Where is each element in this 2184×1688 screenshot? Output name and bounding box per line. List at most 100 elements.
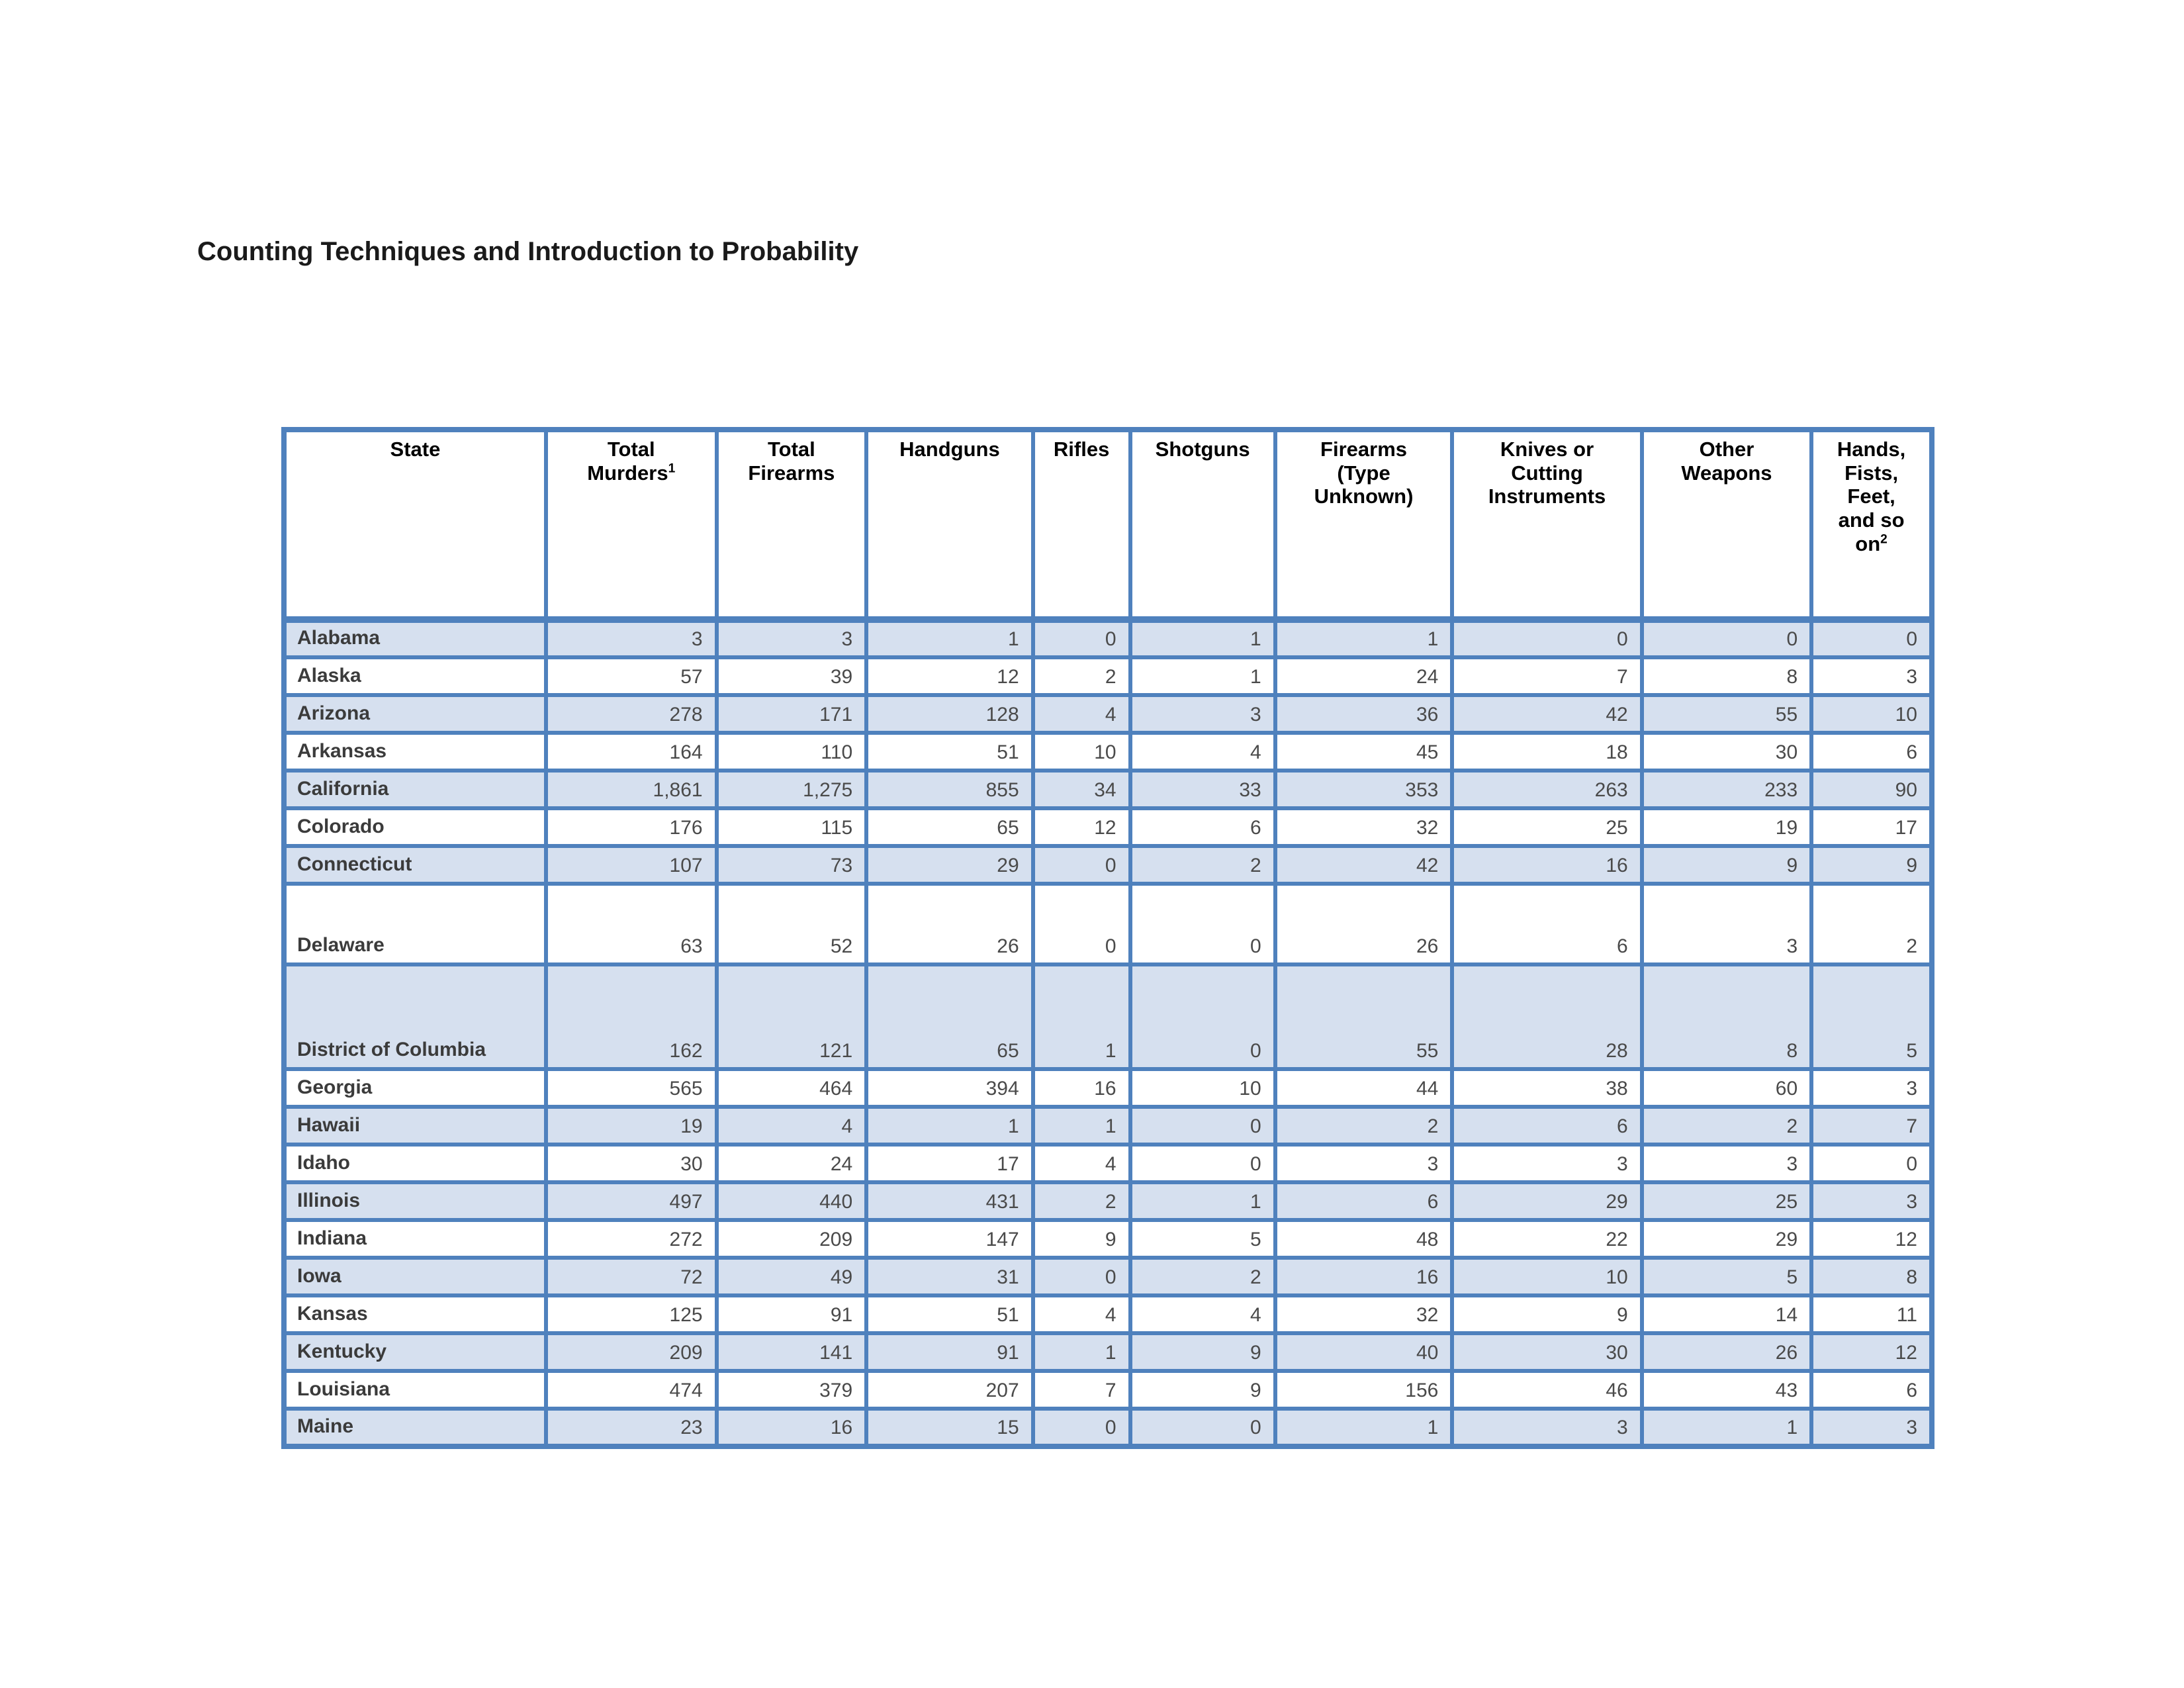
value-cell: 855	[864, 769, 1035, 810]
header-handguns: Handguns	[864, 428, 1035, 623]
value-cell: 34	[1030, 769, 1132, 810]
value-cell: 30	[543, 1143, 719, 1184]
value-cell: 0	[1128, 1407, 1277, 1448]
value-cell: 9	[1128, 1331, 1277, 1373]
value-cell: 1,275	[714, 769, 869, 810]
value-cell: 12	[1809, 1331, 1934, 1373]
value-cell: 1	[864, 1105, 1035, 1147]
value-cell: 164	[543, 731, 719, 773]
value-cell: 497	[543, 1180, 719, 1222]
value-cell: 49	[714, 1256, 869, 1297]
value-cell: 40	[1273, 1331, 1455, 1373]
value-cell: 0	[1030, 1407, 1132, 1448]
state-name-cell: Iowa	[282, 1256, 548, 1297]
value-cell: 209	[543, 1331, 719, 1373]
value-cell: 0	[1128, 962, 1277, 1071]
value-cell: 0	[1450, 618, 1644, 659]
value-cell: 32	[1273, 806, 1455, 848]
footnote-marker-1: 1	[668, 461, 676, 476]
value-cell: 5	[1128, 1218, 1277, 1260]
value-cell: 12	[864, 655, 1035, 697]
table-row: Illinois 497 440 431 2 1 6 29 25 3	[282, 1180, 1934, 1222]
value-cell: 16	[714, 1407, 869, 1448]
value-cell: 18	[1450, 731, 1644, 773]
table-row: Colorado 176 115 65 12 6 32 25 19 17	[282, 806, 1934, 848]
value-cell: 1	[1030, 1105, 1132, 1147]
value-cell: 8	[1639, 962, 1814, 1071]
table-row: Kentucky 209 141 91 1 9 40 30 26 12	[282, 1331, 1934, 1373]
value-cell: 38	[1450, 1067, 1644, 1109]
state-name-cell: Kentucky	[282, 1331, 548, 1373]
value-cell: 6	[1809, 731, 1934, 773]
value-cell: 3	[1450, 1407, 1644, 1448]
state-name-cell: California	[282, 769, 548, 810]
value-cell: 0	[1030, 882, 1132, 966]
value-cell: 6	[1450, 882, 1644, 966]
value-cell: 141	[714, 1331, 869, 1373]
value-cell: 272	[543, 1218, 719, 1260]
table-row: Alabama 3 3 1 0 1 1 0 0 0	[282, 618, 1934, 659]
value-cell: 23	[543, 1407, 719, 1448]
state-name-cell: Louisiana	[282, 1369, 548, 1411]
value-cell: 29	[864, 844, 1035, 886]
header-knives-cutting-instruments: Knives or Cutting Instruments	[1450, 428, 1644, 623]
state-name-cell: Maine	[282, 1407, 548, 1448]
value-cell: 33	[1128, 769, 1277, 810]
state-name-cell: Kansas	[282, 1293, 548, 1335]
state-name-cell: Idaho	[282, 1143, 548, 1184]
value-cell: 1	[1128, 1180, 1277, 1222]
value-cell: 4	[1030, 1293, 1132, 1335]
value-cell: 110	[714, 731, 869, 773]
value-cell: 3	[1639, 1143, 1814, 1184]
value-cell: 1	[1273, 618, 1455, 659]
value-cell: 6	[1273, 1180, 1455, 1222]
value-cell: 10	[1809, 693, 1934, 735]
value-cell: 6	[1450, 1105, 1644, 1147]
value-cell: 16	[1450, 844, 1644, 886]
value-cell: 379	[714, 1369, 869, 1411]
value-cell: 16	[1273, 1256, 1455, 1297]
value-cell: 28	[1450, 962, 1644, 1071]
table-row: Delaware 63 52 26 0 0 26 6 3 2	[282, 882, 1934, 966]
value-cell: 3	[1273, 1143, 1455, 1184]
value-cell: 0	[1809, 1143, 1934, 1184]
value-cell: 3	[714, 618, 869, 659]
value-cell: 4	[1030, 693, 1132, 735]
value-cell: 29	[1450, 1180, 1644, 1222]
value-cell: 6	[1128, 806, 1277, 848]
header-state: State	[282, 428, 548, 623]
value-cell: 32	[1273, 1293, 1455, 1335]
value-cell: 9	[1450, 1293, 1644, 1335]
value-cell: 171	[714, 693, 869, 735]
value-cell: 31	[864, 1256, 1035, 1297]
header-hands-fists-feet: Hands, Fists, Feet, and so on2	[1809, 428, 1934, 623]
value-cell: 3	[1639, 882, 1814, 966]
value-cell: 10	[1450, 1256, 1644, 1297]
value-cell: 8	[1809, 1256, 1934, 1297]
value-cell: 17	[864, 1143, 1035, 1184]
value-cell: 30	[1450, 1331, 1644, 1373]
value-cell: 0	[1128, 1105, 1277, 1147]
value-cell: 8	[1639, 655, 1814, 697]
value-cell: 24	[714, 1143, 869, 1184]
value-cell: 2	[1128, 844, 1277, 886]
state-name-cell: Arkansas	[282, 731, 548, 773]
table-row: District of Columbia 162 121 65 1 0 55 28 8 5	[282, 962, 1934, 1071]
value-cell: 1	[1128, 655, 1277, 697]
value-cell: 24	[1273, 655, 1455, 697]
value-cell: 3	[1809, 1067, 1934, 1109]
value-cell: 14	[1639, 1293, 1814, 1335]
value-cell: 63	[543, 882, 719, 966]
value-cell: 1	[864, 618, 1035, 659]
value-cell: 147	[864, 1218, 1035, 1260]
value-cell: 128	[864, 693, 1035, 735]
header-total-murders: Total Murders1	[543, 428, 719, 623]
value-cell: 26	[1273, 882, 1455, 966]
value-cell: 3	[1809, 1180, 1934, 1222]
value-cell: 474	[543, 1369, 719, 1411]
value-cell: 51	[864, 731, 1035, 773]
value-cell: 11	[1809, 1293, 1934, 1335]
table-row: Maine 23 16 15 0 0 1 3 1 3	[282, 1407, 1934, 1448]
value-cell: 91	[864, 1331, 1035, 1373]
state-name-cell: Delaware	[282, 882, 548, 966]
